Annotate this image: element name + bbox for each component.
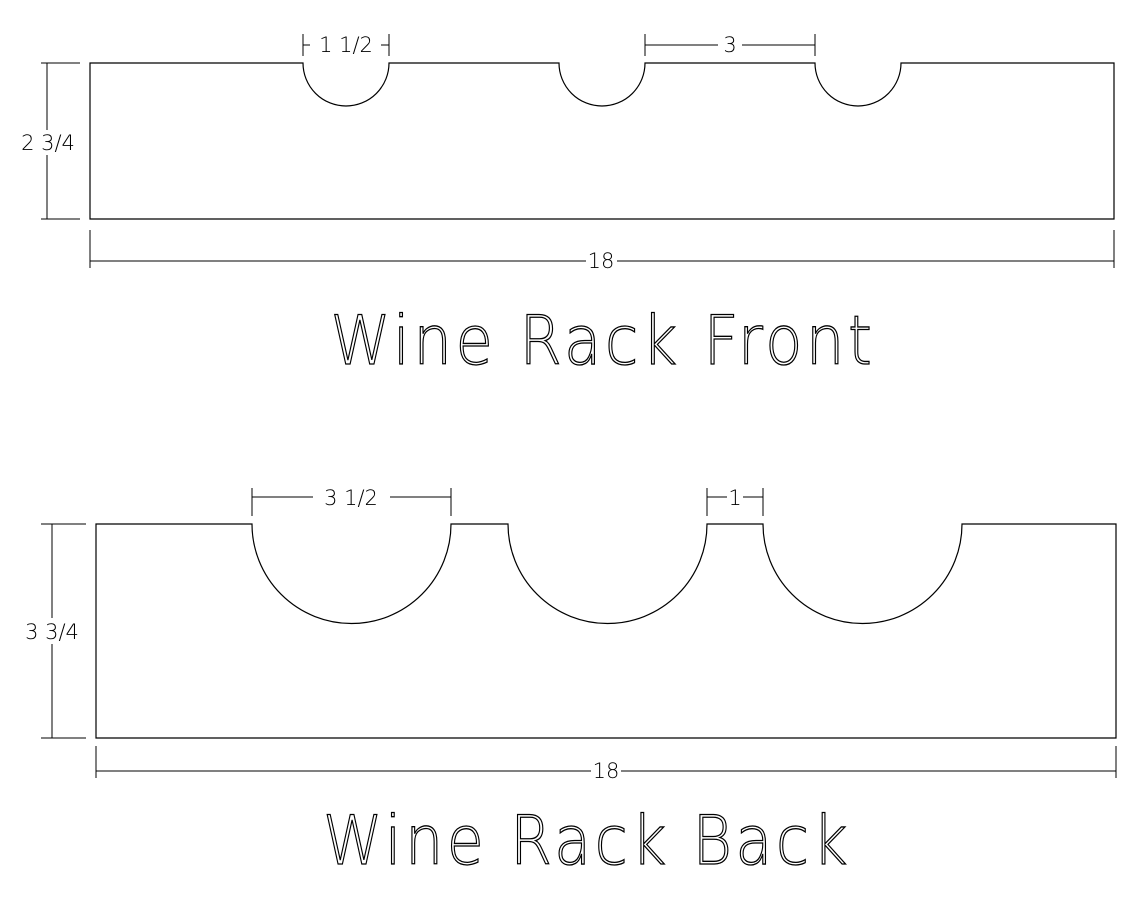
back-board-outline	[95, 523, 1117, 739]
back-spacing-dimension: 1	[706, 486, 764, 516]
back-length-label: 18	[593, 759, 620, 783]
back-height-label: 3 3/4	[25, 620, 79, 644]
front-length-label: 18	[588, 249, 615, 273]
back-length-dimension: 18	[95, 746, 1117, 783]
front-spacing-dimension: 3	[644, 33, 816, 57]
back-piece: 3 1/2 1 3 3/4 18 Wine Rack Back	[25, 486, 1117, 882]
front-notch-width-dimension: 1 1/2	[302, 33, 390, 57]
front-length-dimension: 18	[89, 230, 1115, 273]
back-height-dimension: 3 3/4	[25, 523, 86, 739]
back-spacing-label: 1	[728, 486, 741, 510]
front-height-dimension: 2 3/4	[21, 62, 80, 220]
front-title: Wine Rack Front	[331, 302, 876, 381]
back-notch-width-dimension: 3 1/2	[251, 486, 452, 516]
back-title: Wine Rack Back	[323, 802, 851, 881]
back-notch-width-label: 3 1/2	[324, 486, 378, 510]
front-height-label: 2 3/4	[21, 131, 75, 155]
front-piece: 1 1/2 3 2 3/4 18 Wine Rack Front	[21, 33, 1115, 382]
front-board-outline	[89, 62, 1115, 220]
front-spacing-label: 3	[723, 33, 736, 57]
front-notch-width-label: 1 1/2	[319, 33, 373, 57]
